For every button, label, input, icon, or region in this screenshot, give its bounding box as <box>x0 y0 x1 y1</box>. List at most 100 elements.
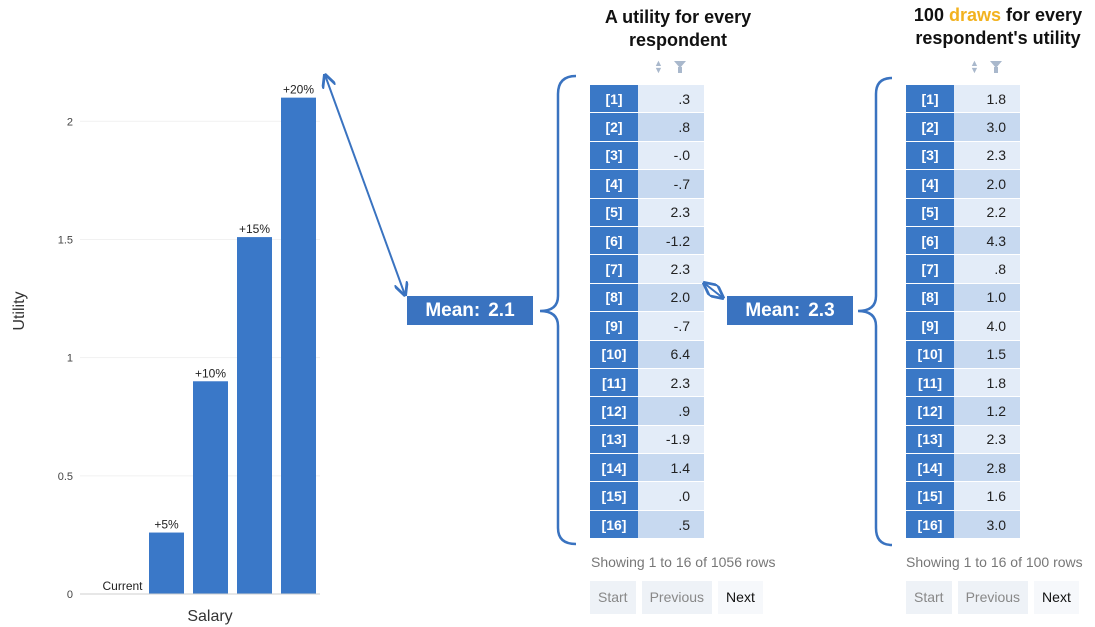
table-row: [3] -.0 <box>590 141 704 171</box>
row-value: 6.4 <box>638 340 704 369</box>
row-index: [13] <box>906 425 954 455</box>
bar-label: Current <box>102 579 143 593</box>
row-value: 4.0 <box>954 311 1020 341</box>
table-row: [1] .3 <box>590 85 704 114</box>
y-tick-labels: 0 0.5 1 1.5 2 <box>58 116 73 601</box>
row-index: [8] <box>906 283 954 313</box>
row-value: 2.0 <box>954 169 1020 199</box>
row-value: .0 <box>638 481 704 511</box>
table-row: [8] 1.0 <box>906 283 1020 313</box>
row-index: [16] <box>590 510 638 540</box>
y-tick-label: 0 <box>67 589 73 601</box>
row-index: [3] <box>590 141 638 171</box>
sort-icon[interactable]: ▲ ▼ <box>654 58 663 75</box>
x-axis-title: Salary <box>187 608 232 625</box>
filter-icon[interactable] <box>674 61 686 73</box>
table-row: [15] .0 <box>590 481 704 511</box>
start-button[interactable]: Start <box>590 581 636 614</box>
row-value: 1.0 <box>954 283 1020 313</box>
y-tick-label: 0.5 <box>58 471 73 483</box>
row-index: [15] <box>590 481 638 511</box>
filter-icon[interactable] <box>990 61 1002 73</box>
row-value: .8 <box>638 112 704 142</box>
table-row: [12] .9 <box>590 396 704 426</box>
bar-label: +20% <box>283 83 314 97</box>
row-index: [5] <box>590 198 638 227</box>
table-row: [8] 2.0 <box>590 283 704 313</box>
bar-label: +15% <box>239 222 270 236</box>
table-row: [1] 1.8 <box>906 85 1020 114</box>
row-index: [12] <box>590 396 638 426</box>
table-row: [9] -.7 <box>590 311 704 341</box>
row-value: -1.2 <box>638 226 704 256</box>
y-axis-title: Utility <box>11 291 28 330</box>
row-index: [14] <box>906 453 954 483</box>
row-index: [2] <box>590 112 638 142</box>
table2-title: 100 draws for every respondent's utility <box>900 4 1095 50</box>
title-highlight: draws <box>948 5 1002 25</box>
table-row: [16] .5 <box>590 510 704 540</box>
previous-button[interactable]: Previous <box>641 581 713 614</box>
row-value: 4.3 <box>954 226 1020 256</box>
sort-icon[interactable]: ▲ ▼ <box>970 58 979 75</box>
next-button[interactable]: Next <box>718 581 763 614</box>
row-index: [1] <box>906 85 954 114</box>
table-row: [4] -.7 <box>590 169 704 199</box>
row-value: 1.4 <box>638 453 704 483</box>
previous-button[interactable]: Previous <box>957 581 1029 614</box>
mean-label: Mean: <box>425 300 481 321</box>
row-value: 1.2 <box>954 396 1020 426</box>
row-index: [11] <box>590 368 638 398</box>
table-row: [7] 2.3 <box>590 254 704 284</box>
bar-label: +10% <box>195 366 226 380</box>
row-value: -.7 <box>638 169 704 199</box>
table2-title-line2: respondent's utility <box>915 28 1081 48</box>
table-row: [5] 2.3 <box>590 198 704 227</box>
table2-info: Showing 1 to 16 of 100 rows <box>906 554 1083 570</box>
table-row: [10] 1.5 <box>906 340 1020 369</box>
row-index: [10] <box>590 340 638 369</box>
table-row: [14] 2.8 <box>906 453 1020 483</box>
table-row: [2] 3.0 <box>906 112 1020 142</box>
table-row: [13] 2.3 <box>906 425 1020 455</box>
row-index: [14] <box>590 453 638 483</box>
mean-value: 2.3 <box>808 300 835 321</box>
row-index: [8] <box>590 283 638 313</box>
table-row: [4] 2.0 <box>906 169 1020 199</box>
bar <box>193 381 228 594</box>
table-row: [15] 1.6 <box>906 481 1020 511</box>
table-row: [5] 2.2 <box>906 198 1020 227</box>
table1-mean-box: Mean: 2.1 <box>407 296 533 325</box>
mean-label: Mean: <box>745 300 801 321</box>
bar <box>281 97 316 595</box>
table-row: [13] -1.9 <box>590 425 704 455</box>
row-value: 2.3 <box>954 425 1020 455</box>
row-index: [3] <box>906 141 954 171</box>
table2-brace <box>857 76 893 547</box>
row-value: 2.0 <box>638 283 704 313</box>
row-value: 2.3 <box>638 368 704 398</box>
table-row: [12] 1.2 <box>906 396 1020 426</box>
table-to-mean-arrow <box>704 283 723 298</box>
row-value: -.0 <box>638 141 704 171</box>
row-index: [4] <box>906 169 954 199</box>
bar-label: +5% <box>154 518 179 532</box>
row-value: 3.0 <box>954 112 1020 142</box>
row-value: .9 <box>638 396 704 426</box>
y-tick-label: 2 <box>67 116 73 128</box>
row-value: 1.5 <box>954 340 1020 369</box>
table1-pager: Start Previous Next <box>590 581 763 614</box>
table-row: [10] 6.4 <box>590 340 704 369</box>
table-row: [3] 2.3 <box>906 141 1020 171</box>
row-index: [7] <box>590 254 638 284</box>
row-index: [6] <box>590 226 638 256</box>
y-tick-label: 1.5 <box>58 234 73 246</box>
row-index: [11] <box>906 368 954 398</box>
row-index: [6] <box>906 226 954 256</box>
table2-mean-box: Mean: 2.3 <box>727 296 853 325</box>
title-number: 100 <box>913 5 944 25</box>
row-value: 1.8 <box>954 368 1020 398</box>
next-button[interactable]: Next <box>1034 581 1079 614</box>
start-button[interactable]: Start <box>906 581 952 614</box>
row-index: [13] <box>590 425 638 455</box>
